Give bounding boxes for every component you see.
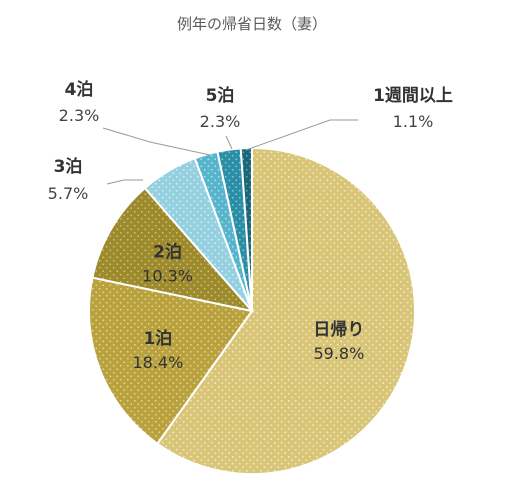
leader-line bbox=[245, 119, 358, 151]
slice-label-name: 1週間以上 bbox=[373, 86, 453, 106]
slice-label-name: 4泊 bbox=[65, 80, 94, 100]
pie-slice bbox=[88, 276, 254, 446]
chart-title: 例年の帰省日数（妻） bbox=[177, 15, 327, 33]
slice-label-name: 3泊 bbox=[54, 157, 83, 177]
slice-label-name: 5泊 bbox=[206, 86, 235, 106]
slice-label-name: 日帰り bbox=[313, 320, 364, 340]
pie-slice bbox=[91, 186, 255, 313]
leader-line bbox=[106, 179, 143, 185]
slice-label-value: 59.8% bbox=[313, 344, 364, 363]
slice-label-value: 2.3% bbox=[59, 106, 100, 125]
slice-label-value: 10.3% bbox=[142, 267, 193, 286]
slice-labels: 日帰り 59.8% 1泊 18.4% 2泊 10.3% 3泊 5.7% 4泊 2.3% 5泊 2.3%… bbox=[48, 80, 453, 372]
pie-slices bbox=[88, 146, 416, 475]
slice-label-name: 2泊 bbox=[153, 243, 182, 263]
slice-label-value: 1.1% bbox=[393, 112, 434, 131]
leader-line bbox=[225, 135, 233, 150]
leader-lines bbox=[102, 119, 358, 185]
slice-label-name: 1泊 bbox=[143, 329, 172, 349]
slice-label-value: 5.7% bbox=[48, 184, 89, 203]
leader-line bbox=[102, 127, 211, 156]
pie-slice bbox=[155, 146, 416, 475]
slice-label-value: 18.4% bbox=[132, 353, 183, 372]
slice-label-value: 2.3% bbox=[200, 112, 241, 131]
